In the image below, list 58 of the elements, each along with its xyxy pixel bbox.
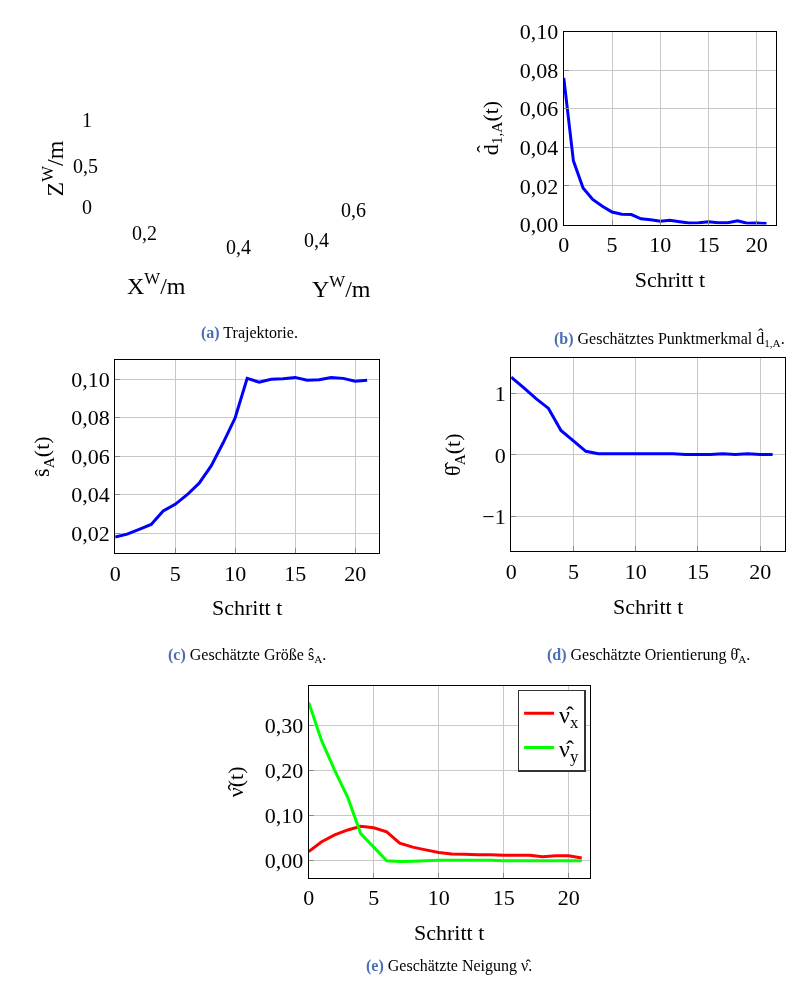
text: X$^{W}$/m: [127, 269, 186, 300]
y-tick-label: 0,10: [519, 19, 559, 45]
text: 0,6: [341, 199, 366, 221]
y-tick-label: 0,04: [519, 135, 559, 161]
x-axis-title: Schritt t: [212, 595, 283, 621]
legend-label: ν̂$_{y}$: [559, 735, 579, 766]
x-tick-label: 5: [606, 231, 618, 257]
y-tick-label: 0,00: [519, 212, 559, 238]
x-tick-label: 5: [368, 885, 380, 911]
y-axis-title: ν̂(t): [222, 766, 248, 798]
y-tick-label: 0,10: [71, 367, 110, 393]
legend-label: ν̂$_{x}$: [559, 701, 579, 732]
x-tick-label: 15: [697, 231, 720, 257]
text: (b) Geschätztes Punktmerkmal d̂$_{1,A}$.: [554, 328, 785, 350]
y-tick-label: 0,06: [71, 443, 110, 469]
x-tick-label: 10: [624, 558, 647, 584]
y-tick-label: −1: [482, 503, 506, 529]
y-tick-label: 0,04: [71, 482, 110, 508]
x-tick-label: 15: [284, 560, 307, 586]
y-tick-label: 0,08: [519, 57, 559, 83]
x-axis-title: Schritt t: [413, 920, 485, 946]
text: 0,4: [226, 236, 251, 258]
x-tick-label: 5: [567, 558, 579, 584]
x-tick-label: 20: [557, 885, 580, 911]
x-axis-title: Schritt t: [612, 593, 684, 619]
y-tick-label: 0,02: [519, 173, 559, 199]
x-tick-label: 10: [649, 231, 672, 257]
line-series: [115, 375, 369, 539]
x-tick-label: 5: [169, 560, 181, 586]
line-series: [563, 76, 768, 225]
text: 0,5: [73, 155, 98, 177]
x-tick-label: 20: [344, 560, 367, 586]
x-tick-label: 15: [686, 558, 709, 584]
x-tick-label: 20: [749, 558, 772, 584]
y-tick-label: 0,08: [71, 405, 110, 431]
y-tick-label: 0,00: [264, 848, 304, 874]
y-tick-label: 0,10: [264, 803, 304, 829]
y-tick-label: 0: [494, 442, 506, 468]
x-tick-label: 15: [492, 885, 515, 911]
text: (c) Geschätzte Größe ŝ$_{A}$.: [168, 646, 327, 666]
x-axis-title: Schritt t: [634, 266, 706, 292]
x-tick-label: 10: [224, 560, 247, 586]
text: Y$^{W}$/m: [312, 272, 371, 303]
y-tick-label: 0,20: [264, 758, 304, 783]
y-tick-label: 0,30: [264, 712, 304, 738]
text: (d) Geschätzte Orientierung θ̂$_{A}$.: [547, 646, 751, 666]
y-tick-label: 0,06: [519, 96, 559, 122]
text: 0,4: [304, 229, 329, 251]
line-series: [308, 701, 584, 864]
y-tick-label: 0,02: [71, 520, 110, 546]
x-tick-label: 10: [427, 885, 450, 911]
text: 0,2: [132, 222, 157, 244]
line-series: [308, 824, 584, 860]
y-tick-label: 1: [494, 381, 506, 407]
x-tick-label: 20: [745, 231, 768, 257]
line-series: [511, 375, 775, 456]
text: (e) Geschätzte Neigung ν̂.: [366, 957, 533, 975]
text: (a) Trajektorie.: [201, 324, 298, 342]
